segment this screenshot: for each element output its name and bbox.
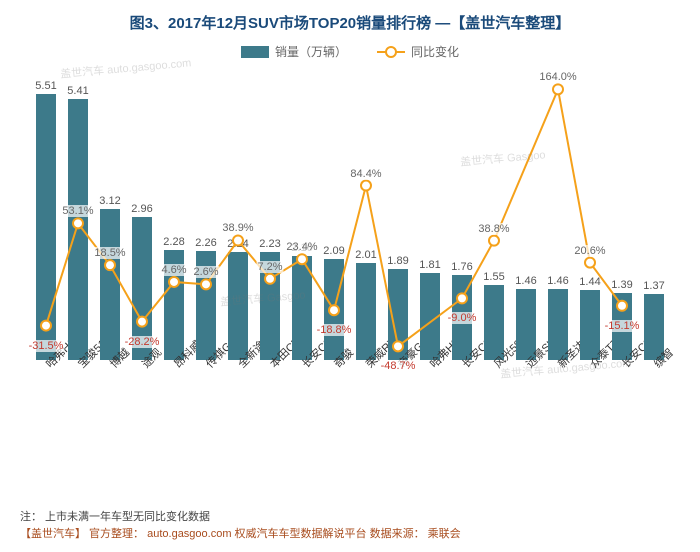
legend-line-swatch xyxy=(377,51,405,53)
chart-title: 图3、2017年12月SUV市场TOP20销量排行榜 —【盖世汽车整理】 xyxy=(0,0,700,33)
legend: 销量（万辆） 同比变化 xyxy=(0,43,700,60)
legend-bar: 销量（万辆） xyxy=(241,43,347,60)
legend-line-label: 同比变化 xyxy=(411,43,459,60)
chart-container: 图3、2017年12月SUV市场TOP20销量排行榜 —【盖世汽车整理】 销量（… xyxy=(0,0,700,552)
footer-source: 【盖世汽车】 官方整理： auto.gasgoo.com 权威汽车车型数据解说平… xyxy=(20,526,680,544)
legend-bar-swatch xyxy=(241,46,269,58)
footer: 注： 上市未满一年车型无同比变化数据 【盖世汽车】 官方整理： auto.gas… xyxy=(20,509,680,544)
plot-area: 5.51哈弗H65.41宝骏5103.12博越2.96途观2.28昂科威2.26… xyxy=(30,70,670,430)
legend-line: 同比变化 xyxy=(377,43,459,60)
pct-label: -15.1% xyxy=(604,320,641,332)
footer-note: 注： 上市未满一年车型无同比变化数据 xyxy=(20,509,680,527)
pct-label: -48.7% xyxy=(380,360,417,372)
legend-bar-label: 销量（万辆） xyxy=(275,43,347,60)
